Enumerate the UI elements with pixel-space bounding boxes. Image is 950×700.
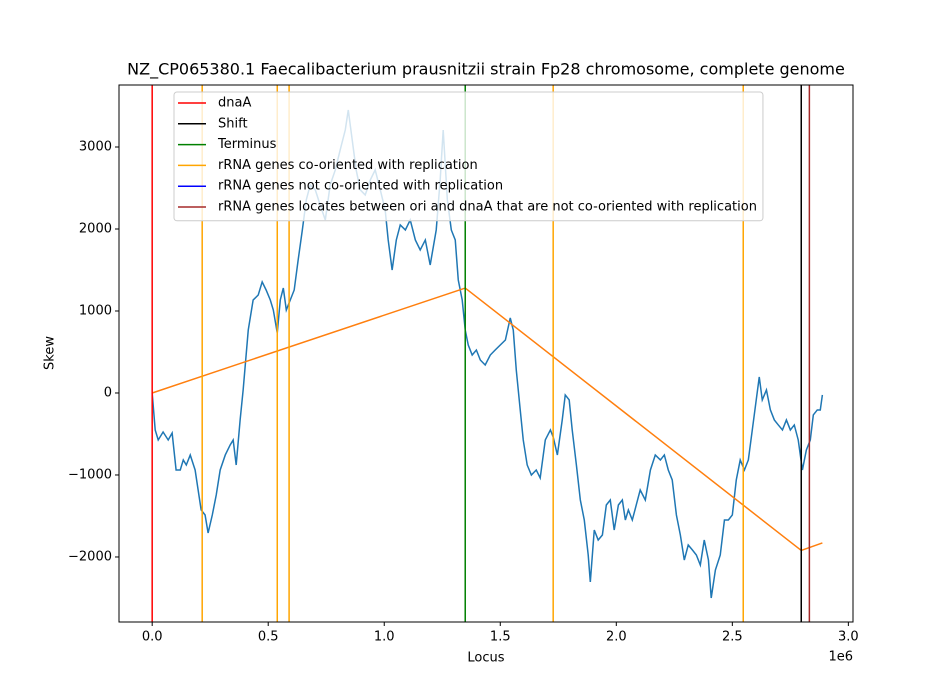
y-tick-label: −2000 (68, 549, 112, 564)
y-tick-label: 0 (104, 385, 112, 400)
y-tick-label: −1000 (68, 467, 112, 482)
x-tick-label: 0.5 (258, 630, 279, 645)
legend-label: dnaA (218, 96, 251, 111)
data-line (151, 109, 824, 599)
x-offset-label: 1e6 (828, 650, 853, 665)
data-line (151, 287, 823, 552)
y-axis-label: Skew (43, 336, 58, 370)
legend-label: rRNA genes co-oriented with replication (218, 158, 478, 173)
x-tick-label: 2.5 (722, 630, 743, 645)
y-tick-label: 1000 (79, 303, 112, 318)
x-tick-label: 2.0 (606, 630, 627, 645)
legend-label: Terminus (217, 137, 277, 152)
legend-label: rRNA genes not co-oriented with replicat… (218, 179, 503, 194)
y-tick-label: 3000 (79, 139, 112, 154)
x-tick-label: 1.5 (490, 630, 511, 645)
legend: dnaA Shift Terminus rRNA genes co-oriented … (173, 91, 764, 222)
x-tick-label: 0.0 (142, 630, 163, 645)
legend-box (173, 91, 764, 222)
x-tick-label: 3.0 (838, 630, 859, 645)
x-tick-label: 1.0 (374, 630, 395, 645)
legend-label: Shift (218, 116, 248, 131)
legend-label: rRNA genes locates between ori and dnaA … (218, 200, 757, 215)
y-tick-label: 2000 (79, 221, 112, 236)
x-axis-label: Locus (467, 651, 504, 666)
plot-frame (118, 84, 854, 623)
chart-title: NZ_CP065380.1 Faecalibacterium prausnitz… (127, 60, 845, 80)
